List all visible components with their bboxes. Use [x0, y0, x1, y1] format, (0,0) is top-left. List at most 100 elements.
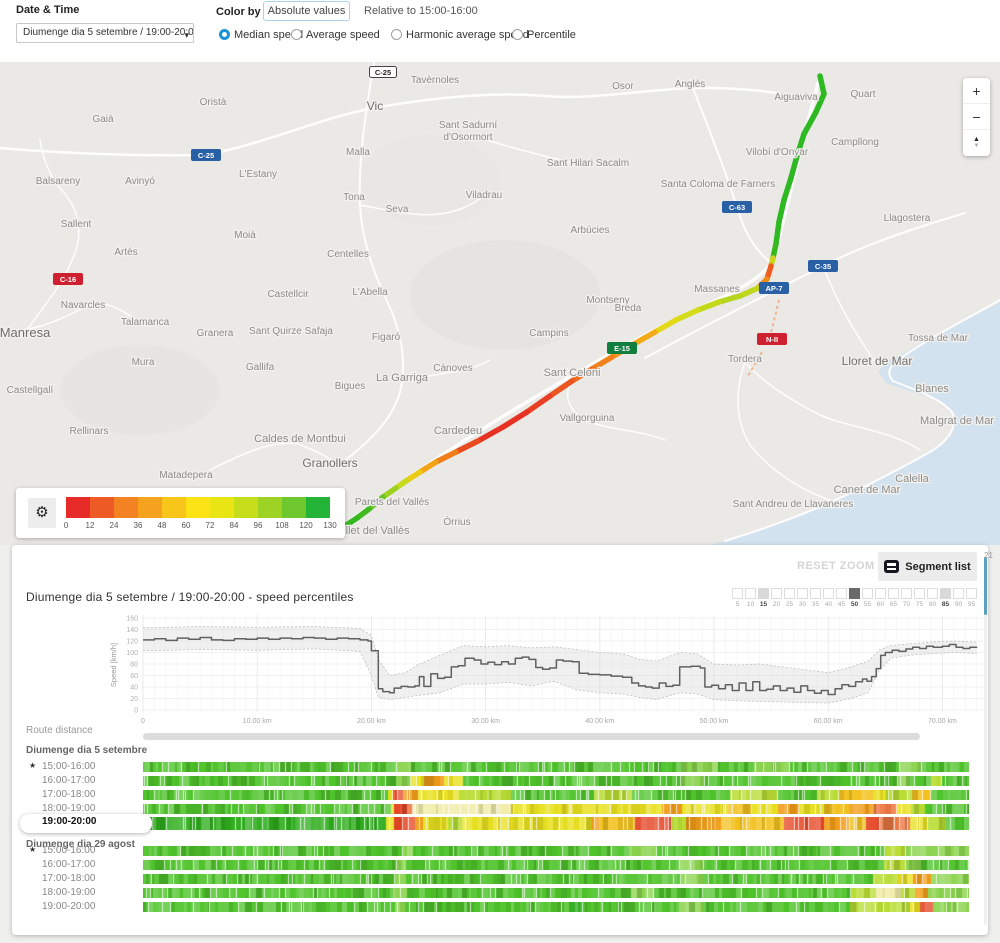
heatmap-row-label-1600-1700[interactable]: 16:00-17:00	[42, 775, 96, 786]
absolute-values-button[interactable]: Absolute values	[263, 1, 350, 21]
percentile-box[interactable]	[810, 588, 821, 599]
percentile-chip-60[interactable]: 60	[874, 588, 887, 608]
radio-harmonic-average-speed[interactable]: Harmonic average speed	[391, 29, 529, 42]
radio-label: Harmonic average speed	[406, 29, 529, 41]
percentile-box[interactable]	[849, 588, 860, 599]
percentile-box[interactable]	[797, 588, 808, 599]
band-lower-line	[142, 648, 977, 704]
heatmap-row-label-1600-1700[interactable]: 16:00-17:00	[42, 859, 96, 870]
list-icon	[884, 560, 900, 573]
percentile-box[interactable]	[836, 588, 847, 599]
percentile-chip-5[interactable]: 5	[731, 588, 744, 608]
place-label: Cànoves	[433, 363, 472, 374]
percentile-label: 15	[759, 601, 768, 608]
percentile-box[interactable]	[888, 588, 899, 599]
heatmap-row-label-1700-1800[interactable]: 17:00-18:00	[42, 789, 96, 800]
panel-scrollbar-thumb[interactable]	[984, 557, 987, 615]
legend-color-block	[282, 497, 306, 518]
route-segment	[801, 109, 819, 137]
percentile-box[interactable]	[732, 588, 743, 599]
percentile-chip-95[interactable]: 95	[965, 588, 978, 608]
percentile-box[interactable]	[953, 588, 964, 599]
percentile-chip-85[interactable]: 85	[939, 588, 952, 608]
percentile-chip-15[interactable]: 15	[757, 588, 770, 608]
speed-percentile-chart: 0 20 40 60 80 100 120 140 160 Speed [km/h] 0 10.00 …	[109, 615, 985, 725]
road-badge-ap-7: AP-7	[759, 282, 789, 294]
zoom-out-button[interactable]: −	[963, 104, 990, 130]
heatmap-row-bar[interactable]	[143, 902, 969, 912]
percentile-box[interactable]	[758, 588, 769, 599]
x-tick-label: 50.00 km	[700, 718, 729, 725]
heatmap-row-bar[interactable]	[143, 790, 969, 800]
percentile-box[interactable]	[901, 588, 912, 599]
percentile-box[interactable]	[771, 588, 782, 599]
place-label: Tossa de Mar	[908, 333, 969, 344]
map-pitch-button[interactable]: ▲ ▼	[963, 130, 990, 156]
percentile-chip-30[interactable]: 30	[796, 588, 809, 608]
percentile-chip-65[interactable]: 65	[887, 588, 900, 608]
percentile-box[interactable]	[940, 588, 951, 599]
segment-list-button[interactable]: Segment list	[878, 552, 977, 581]
heatmap-row-bar[interactable]	[143, 888, 969, 898]
zoom-in-button[interactable]: +	[963, 78, 990, 104]
reset-zoom-button[interactable]: RESET ZOOM	[797, 560, 875, 572]
place-label: Artés	[114, 247, 137, 258]
gear-icon[interactable]: ⚙	[28, 498, 56, 528]
heatmap-row-bar[interactable]	[143, 860, 969, 870]
heatmap-row-bar[interactable]	[143, 762, 969, 772]
map[interactable]: C-25 C-25 C-16 C-63 C-35 AP-7 N-II E-15 Tavèrno…	[0, 62, 1000, 545]
percentile-chip-10[interactable]: 10	[744, 588, 757, 608]
heatmap-row-label-1700-1800[interactable]: 17:00-18:00	[42, 873, 96, 884]
place-label: Castellgalí	[7, 385, 54, 396]
radio-median-speed[interactable]: Median speed	[219, 29, 303, 42]
map-zoom-controls: + − ▲ ▼	[963, 78, 990, 156]
route-distance-scrubber[interactable]	[143, 733, 920, 740]
percentile-box[interactable]	[875, 588, 886, 599]
date-time-select[interactable]: Diumenge dia 5 setembre / 19:00-20:00 ▾	[16, 23, 194, 43]
percentile-box[interactable]	[823, 588, 834, 599]
route-segment	[773, 219, 782, 247]
route-segment	[652, 317, 679, 335]
heatmap-row-label-1800-1900[interactable]: 18:00-19:00	[42, 803, 96, 814]
place-label: Sant Quirze Safaja	[249, 326, 333, 337]
percentile-box[interactable]	[862, 588, 873, 599]
place-label: Anglès	[675, 79, 706, 90]
heatmap-row-bar[interactable]	[143, 776, 969, 786]
percentile-chip-20[interactable]: 20	[770, 588, 783, 608]
percentile-chip-45[interactable]: 45	[835, 588, 848, 608]
percentile-box[interactable]	[927, 588, 938, 599]
percentile-chip-90[interactable]: 90	[952, 588, 965, 608]
svg-text:E-15: E-15	[614, 344, 630, 353]
heatmap-row-bar[interactable]	[143, 817, 969, 830]
percentile-box[interactable]	[966, 588, 977, 599]
heatmap-row-bar[interactable]	[143, 804, 969, 814]
sea	[710, 302, 1000, 545]
percentile-chip-70[interactable]: 70	[900, 588, 913, 608]
percentile-box[interactable]	[745, 588, 756, 599]
panel-scrollbar[interactable]	[984, 557, 987, 925]
radio-percentile[interactable]: Percentile	[512, 29, 576, 42]
percentile-chip-25[interactable]: 25	[783, 588, 796, 608]
percentile-box[interactable]	[914, 588, 925, 599]
svg-text:C-63: C-63	[729, 203, 745, 212]
relative-values-button[interactable]: Relative to 15:00-16:00	[364, 5, 478, 17]
radio-average-speed[interactable]: Average speed	[291, 29, 380, 42]
percentile-selector: 5 10 15 20 25 30 35 40 45 50 55 60 65 70 75 80 85 90 95	[731, 588, 978, 608]
percentile-chip-50[interactable]: 50	[848, 588, 861, 608]
percentile-chip-75[interactable]: 75	[913, 588, 926, 608]
heatmap-row-label-1800-1900[interactable]: 18:00-19:00	[42, 887, 96, 898]
heatmap-row-label-1500-1600[interactable]: 15:00-16:00	[42, 845, 96, 856]
heatmap-row-label-1900-2000[interactable]: 19:00-20:00	[42, 816, 97, 827]
legend-color-block	[258, 497, 282, 518]
percentile-label: 20	[772, 601, 781, 608]
percentile-chip-80[interactable]: 80	[926, 588, 939, 608]
heatmap-row-bar[interactable]	[143, 846, 969, 856]
route-segment	[569, 366, 595, 384]
percentile-box[interactable]	[784, 588, 795, 599]
heatmap-row-bar[interactable]	[143, 874, 969, 884]
percentile-chip-55[interactable]: 55	[861, 588, 874, 608]
percentile-chip-35[interactable]: 35	[809, 588, 822, 608]
percentile-chip-40[interactable]: 40	[822, 588, 835, 608]
heatmap-row-label-1900-2000[interactable]: 19:00-20:00	[42, 901, 96, 912]
heatmap-row-label-1500-1600[interactable]: 15:00-16:00	[42, 761, 96, 772]
